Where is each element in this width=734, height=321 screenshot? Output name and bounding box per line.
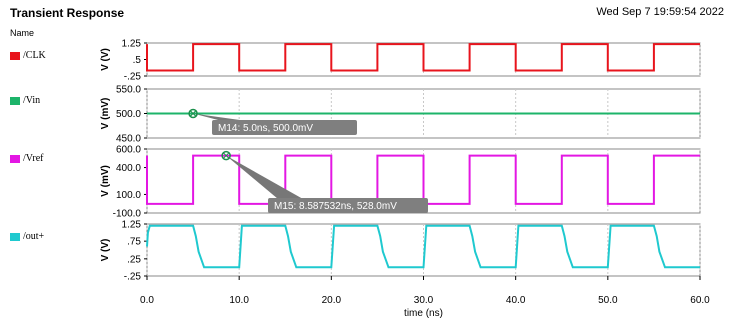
y-tick-label: 1.25 bbox=[122, 39, 142, 50]
legend-label: /out+ bbox=[23, 231, 45, 242]
x-tick-label: 20.0 bbox=[322, 295, 342, 306]
swatch-icon bbox=[10, 232, 20, 241]
marker-pointer bbox=[193, 113, 247, 121]
y-tick-label: -.25 bbox=[124, 272, 142, 283]
y-tick-label: .25 bbox=[127, 254, 141, 265]
x-axis-title: time (ns) bbox=[404, 308, 443, 319]
name-column-label: Name bbox=[10, 28, 35, 38]
y-tick-label: .75 bbox=[127, 237, 141, 248]
y-tick-label: 400.0 bbox=[116, 163, 141, 174]
y-tick-label: 600.0 bbox=[116, 145, 141, 156]
window-title: Transient Response bbox=[10, 6, 125, 20]
series-line bbox=[146, 224, 700, 269]
timestamp: Wed Sep 7 19:59:54 2022 bbox=[596, 6, 724, 18]
legend-item-clk[interactable]: /CLK bbox=[10, 50, 46, 61]
legend-label: /Vref bbox=[23, 153, 44, 164]
legend-label: /Vin bbox=[23, 95, 41, 106]
marker-label: M14: 5.0ns, 500.0mV bbox=[218, 123, 313, 134]
y-tick-label: 450.0 bbox=[116, 134, 141, 145]
marker-cross bbox=[189, 110, 197, 117]
y-axis-title: V (V) bbox=[100, 239, 111, 262]
y-tick-label: 500.0 bbox=[116, 109, 141, 120]
series-line bbox=[146, 43, 700, 72]
swatch-icon bbox=[10, 96, 20, 105]
swatch-icon bbox=[10, 51, 20, 60]
x-tick-label: 60.0 bbox=[690, 295, 710, 306]
y-axis-title: V (mV) bbox=[100, 165, 111, 197]
x-tick-label: 40.0 bbox=[506, 295, 526, 306]
swatch-icon bbox=[10, 154, 20, 163]
y-axis-title: V (mV) bbox=[100, 98, 111, 130]
marker-label-box[interactable] bbox=[268, 198, 428, 213]
marker-point[interactable] bbox=[188, 108, 198, 119]
legend-item-vin[interactable]: /Vin bbox=[10, 95, 40, 106]
legend-item-out[interactable]: /out+ bbox=[10, 231, 44, 242]
marker-cross bbox=[222, 152, 230, 159]
y-tick-label: .5 bbox=[133, 55, 142, 66]
x-tick-label: 50.0 bbox=[598, 295, 618, 306]
y-axis-title: V (V) bbox=[100, 48, 111, 71]
x-tick-label: 0.0 bbox=[140, 295, 154, 306]
y-tick-label: -.25 bbox=[124, 72, 142, 83]
x-tick-label: 30.0 bbox=[414, 295, 434, 306]
legend-label: /CLK bbox=[23, 50, 46, 61]
marker-pointer bbox=[226, 155, 303, 199]
y-tick-label: 100.0 bbox=[116, 190, 141, 201]
x-tick-label: 10.0 bbox=[229, 295, 249, 306]
series-line bbox=[146, 154, 700, 205]
legend-item-vref[interactable]: /Vref bbox=[10, 153, 44, 164]
marker-point[interactable] bbox=[221, 150, 231, 161]
marker-label: M15: 8.587532ns, 528.0mV bbox=[274, 201, 397, 212]
y-tick-label: -100.0 bbox=[113, 209, 142, 220]
y-tick-label: 1.25 bbox=[122, 220, 142, 231]
marker-label-box[interactable] bbox=[212, 120, 357, 135]
y-tick-label: 550.0 bbox=[116, 85, 141, 96]
